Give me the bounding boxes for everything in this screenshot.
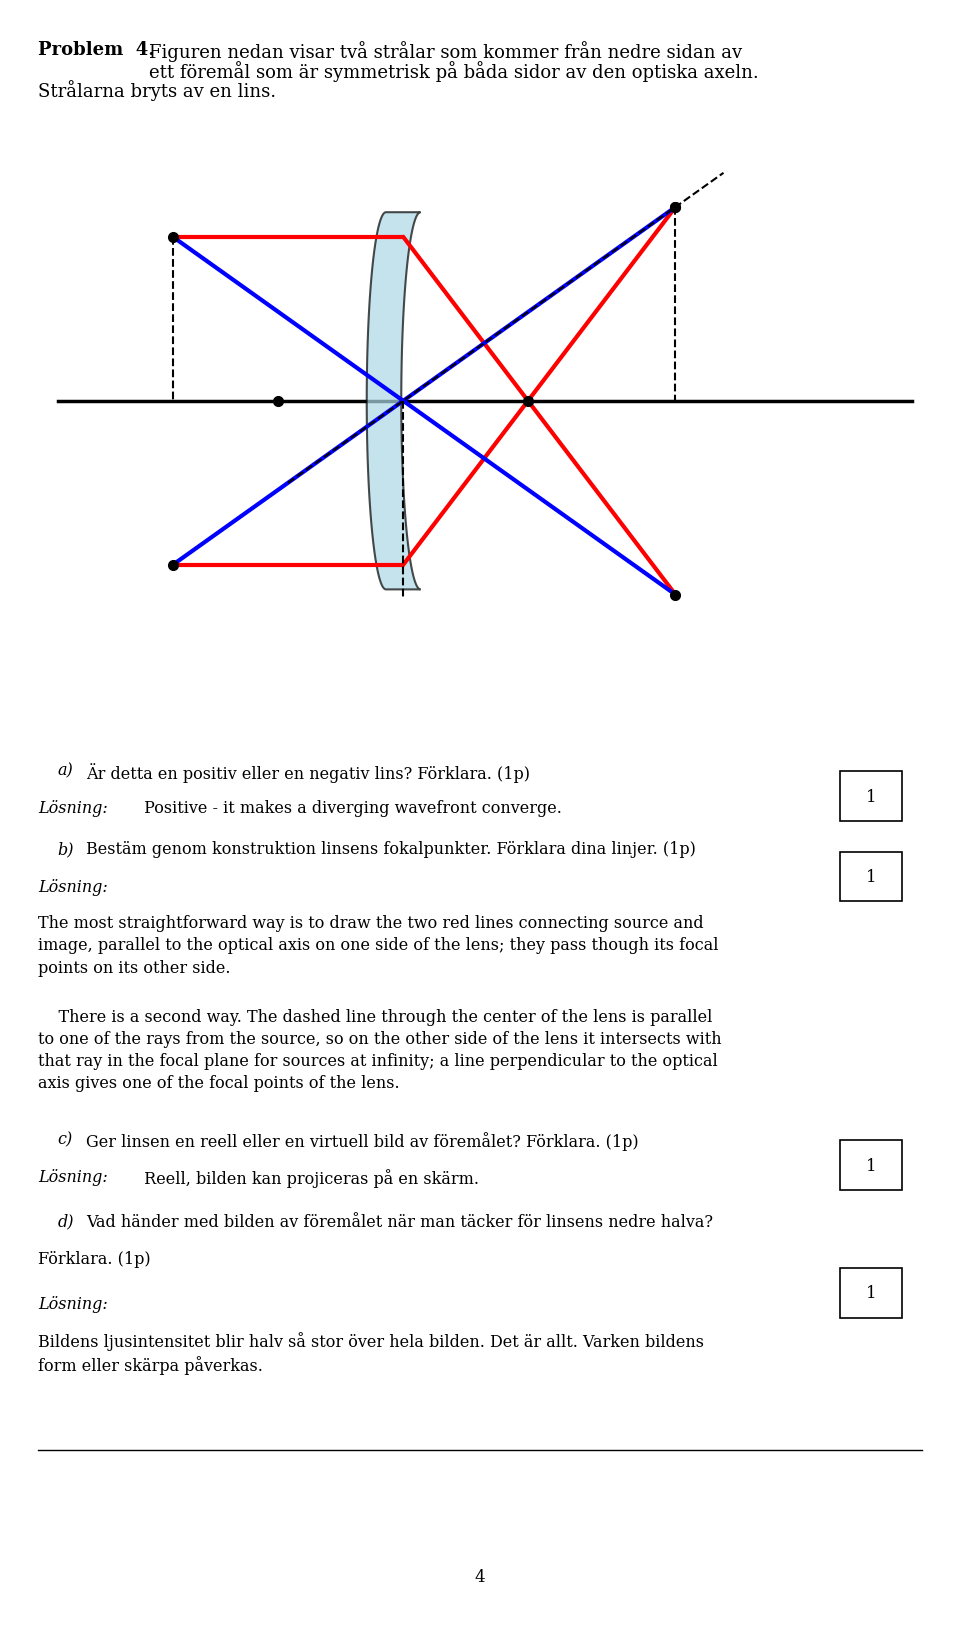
FancyBboxPatch shape [840, 1269, 902, 1318]
Text: Strålarna bryts av en lins.: Strålarna bryts av en lins. [38, 80, 276, 102]
Text: 1: 1 [866, 788, 876, 805]
Text: Figuren nedan visar två strålar som kommer från nedre sidan av: Figuren nedan visar två strålar som komm… [149, 41, 742, 62]
Polygon shape [367, 213, 420, 590]
Text: Bildens ljusintensitet blir halv så stor över hela bilden. Det är allt. Varken b: Bildens ljusintensitet blir halv så stor… [38, 1331, 705, 1375]
Text: Lösning:: Lösning: [38, 1169, 108, 1185]
Text: Lösning:: Lösning: [38, 1295, 108, 1311]
Text: 1: 1 [866, 1285, 876, 1301]
Text: Lösning:: Lösning: [38, 879, 108, 895]
Text: Reell, bilden kan projiceras på en skärm.: Reell, bilden kan projiceras på en skärm… [139, 1169, 479, 1188]
Text: 4: 4 [474, 1569, 486, 1585]
Text: b): b) [58, 841, 74, 857]
Text: Lösning:: Lösning: [38, 800, 108, 816]
Text: 1: 1 [866, 869, 876, 885]
Text: Problem  4.: Problem 4. [38, 41, 155, 59]
FancyBboxPatch shape [840, 1141, 902, 1190]
Text: The most straightforward way is to draw the two red lines connecting source and
: The most straightforward way is to draw … [38, 915, 719, 975]
Text: 1: 1 [866, 1157, 876, 1174]
FancyBboxPatch shape [840, 852, 902, 901]
Text: d): d) [58, 1213, 74, 1229]
Text: Positive - it makes a diverging wavefront converge.: Positive - it makes a diverging wavefron… [139, 800, 562, 816]
Text: Vad händer med bilden av föremålet när man täcker för linsens nedre halva?: Vad händer med bilden av föremålet när m… [86, 1213, 713, 1229]
Text: There is a second way. The dashed line through the center of the lens is paralle: There is a second way. The dashed line t… [38, 1008, 722, 1092]
Text: ett föremål som är symmetrisk på båda sidor av den optiska axeln.: ett föremål som är symmetrisk på båda si… [149, 61, 758, 82]
Text: Förklara. (1p): Förklara. (1p) [38, 1251, 151, 1267]
Text: Bestäm genom konstruktion linsens fokalpunkter. Förklara dina linjer. (1p): Bestäm genom konstruktion linsens fokalp… [86, 841, 696, 857]
Text: Ger linsen en reell eller en virtuell bild av föremålet? Förklara. (1p): Ger linsen en reell eller en virtuell bi… [86, 1131, 639, 1151]
Text: a): a) [58, 762, 73, 779]
Text: Är detta en positiv eller en negativ lins? Förklara. (1p): Är detta en positiv eller en negativ lin… [86, 762, 530, 782]
FancyBboxPatch shape [840, 772, 902, 821]
Text: c): c) [58, 1131, 73, 1147]
